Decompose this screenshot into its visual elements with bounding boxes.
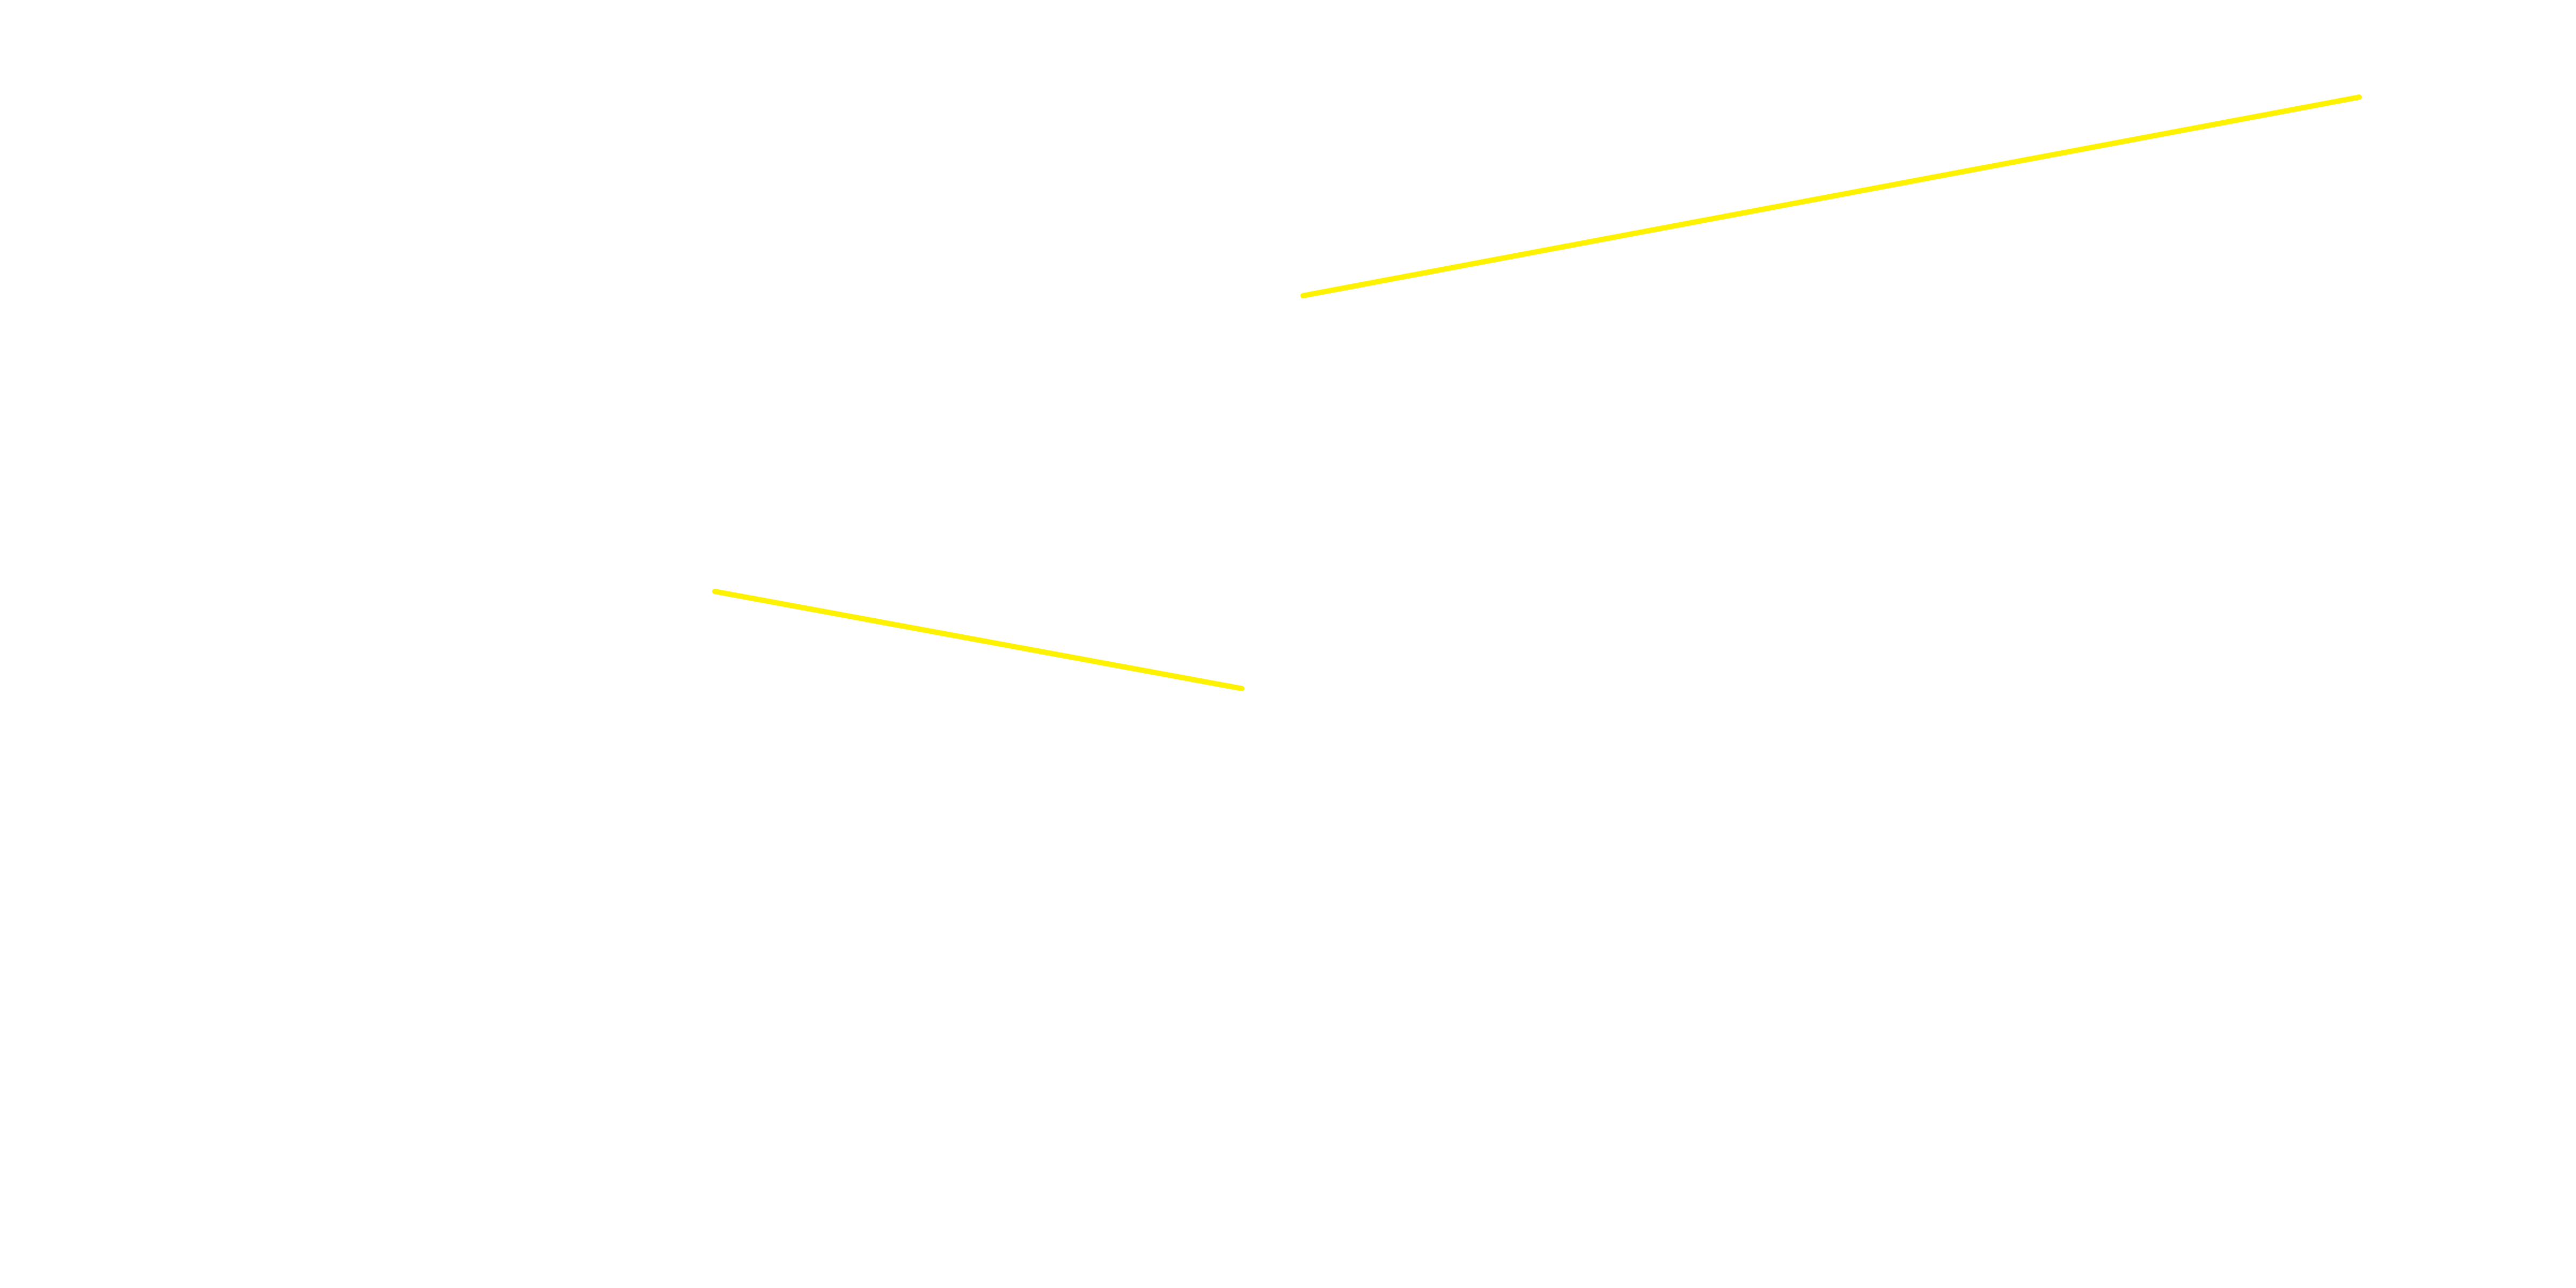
yellow-stroke — [712, 589, 1245, 691]
yellow-stroke — [1300, 94, 2362, 298]
